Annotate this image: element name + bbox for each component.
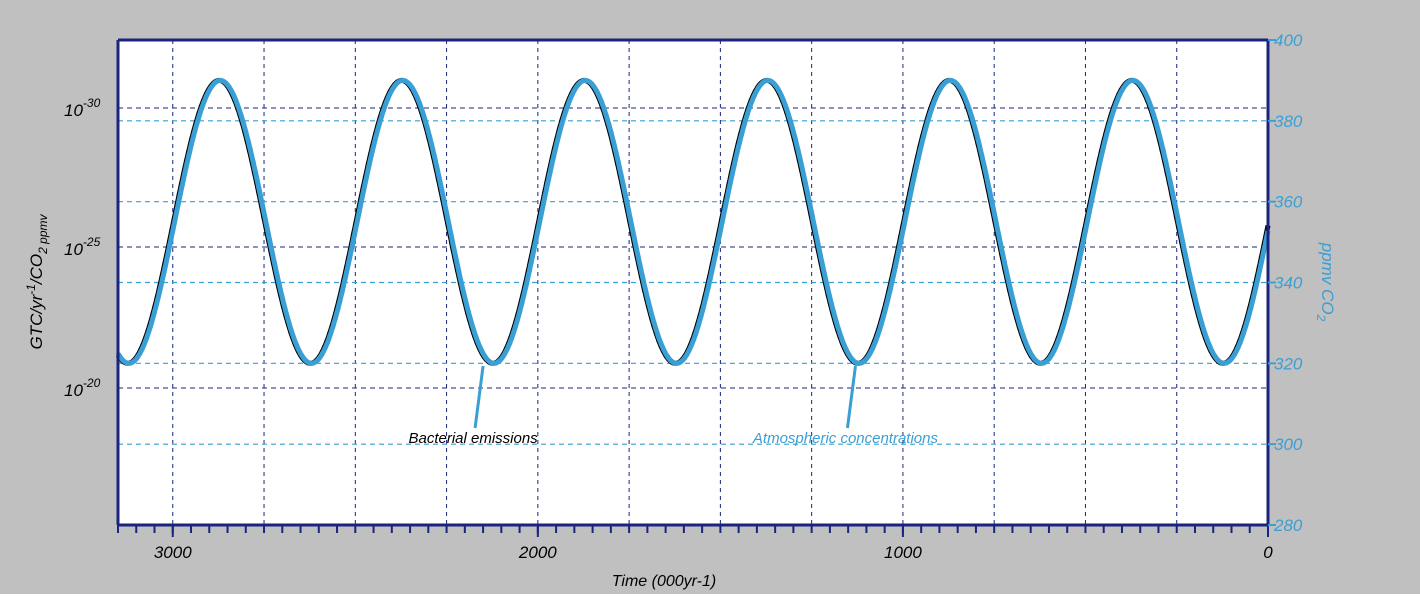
y-left-label-co2: /CO xyxy=(27,254,46,285)
y-left-tick-label: 10-30 xyxy=(64,96,101,120)
tick-group: 3000 2000 1000 010-3010-2510-20280300320340… xyxy=(64,31,1303,562)
y-left-label-sub: 2 ppmv xyxy=(36,213,50,254)
y-right-tick-label: 300 xyxy=(1274,435,1303,454)
annotation-leader xyxy=(473,365,485,429)
series-group xyxy=(115,77,1271,366)
x-axis-label: Time (000yr-1) xyxy=(612,573,716,590)
y-left-tick-label: 10-20 xyxy=(64,376,101,400)
x-tick-label: 3000 xyxy=(154,543,192,562)
tick-exponent: -20 xyxy=(83,376,101,390)
y-right-label-sub: 2 xyxy=(1314,314,1328,322)
y-right-tick-label: 400 xyxy=(1274,31,1303,50)
y-right-tick-label: 360 xyxy=(1274,193,1303,212)
y-axis-right-label: ppmv CO2 xyxy=(1314,242,1337,322)
tick-base: 10 xyxy=(64,101,83,120)
tick-exponent: -25 xyxy=(83,235,101,249)
series-atmospheric-concentrations xyxy=(115,77,1271,366)
annotation-leader xyxy=(845,365,857,429)
annotation-group: Bacterial emissions Atmospheric concentra… xyxy=(408,365,939,447)
y-left-label-sup: -1 xyxy=(24,284,38,295)
y-right-tick-label: 380 xyxy=(1274,112,1303,131)
x-tick-label: 0 xyxy=(1263,543,1273,562)
y-right-tick-label: 320 xyxy=(1274,354,1303,373)
tick-exponent: -30 xyxy=(83,96,101,110)
x-tick-label: 2000 xyxy=(518,543,557,562)
y-left-tick-label: 10-25 xyxy=(64,235,101,259)
tick-base: 10 xyxy=(64,240,83,259)
tick-base: 10 xyxy=(64,381,83,400)
annotation-label: Bacterial emissions xyxy=(408,430,538,447)
x-tick-label: 1000 xyxy=(884,543,922,562)
y-axis-left-label: GTC/yr-1/CO2 ppmv xyxy=(24,213,50,349)
y-left-label-main: GTC/yr xyxy=(27,293,46,349)
y-right-label-main: ppmv CO xyxy=(1318,242,1337,315)
y-right-tick-label: 340 xyxy=(1274,274,1303,293)
annotation-label: Atmospheric concentrations xyxy=(752,430,939,447)
y-right-tick-label: 280 xyxy=(1273,516,1303,535)
